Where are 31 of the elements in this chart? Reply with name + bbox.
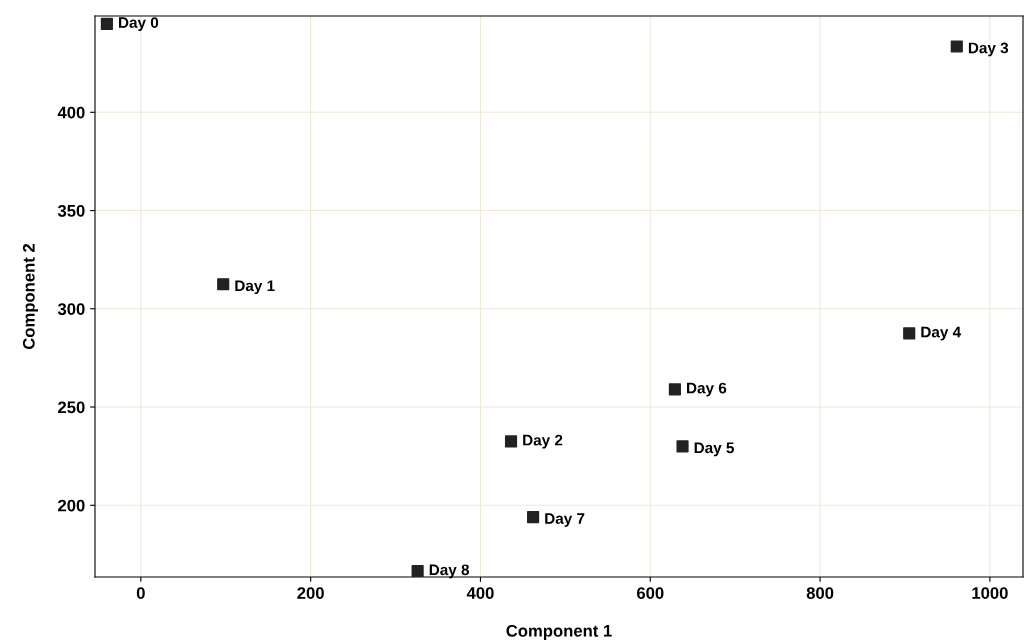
point [217, 278, 230, 291]
point [668, 383, 681, 396]
x-tick-label: 200 [297, 587, 324, 599]
y-tick-label: 300 [57, 303, 85, 316]
x-axis-title: Component 1 [506, 624, 612, 641]
x-tick-label: 600 [636, 587, 664, 599]
annotation: Day 4 [921, 326, 962, 341]
annotation: Day 6 [687, 382, 727, 397]
annotation: Day 5 [694, 442, 734, 457]
x-tick-label: 800 [806, 587, 834, 599]
y-axis-title: Component 2 [22, 243, 39, 350]
point [527, 510, 540, 524]
point [950, 40, 963, 53]
annotation: Day 0 [119, 17, 159, 31]
y-tick-label: 200 [58, 499, 85, 512]
point [411, 565, 424, 577]
annotation: Day 2 [523, 434, 563, 449]
point [903, 327, 916, 340]
annotation: Day 1 [235, 280, 275, 295]
y-tick-label: 250 [58, 401, 85, 414]
annotation: Day 7 [545, 513, 585, 527]
point [504, 435, 518, 448]
x-tick-label: 0 [136, 587, 145, 599]
y-tick-label: 400 [57, 106, 85, 119]
annotation: Day 3 [968, 42, 1009, 57]
x-tick-label: 1000 [972, 587, 1008, 599]
y-tick-label: 350 [57, 204, 85, 217]
point [676, 440, 689, 453]
annotation: Day 8 [429, 564, 470, 579]
point [100, 17, 113, 30]
x-tick-label: 400 [466, 587, 494, 599]
